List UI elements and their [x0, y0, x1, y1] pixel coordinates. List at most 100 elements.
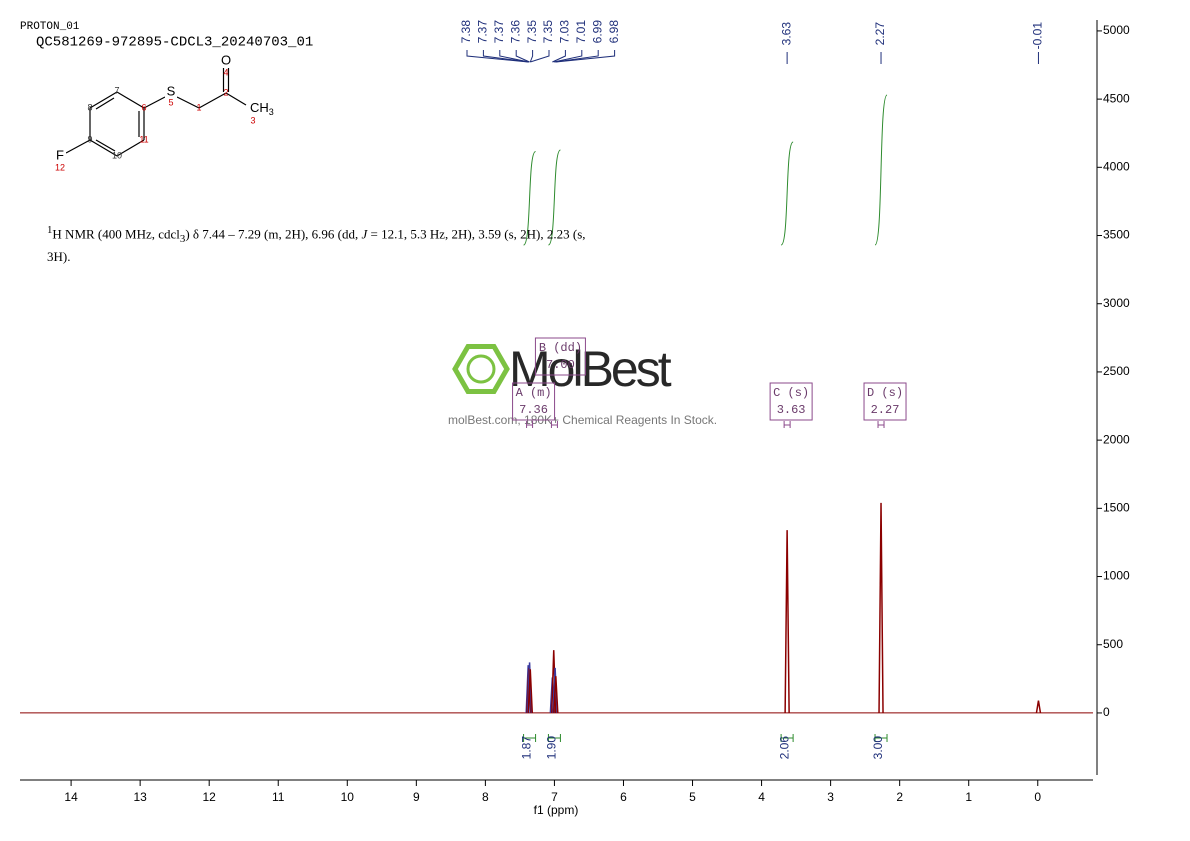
peak-label: 7.37 [492, 20, 506, 44]
integral-label: 1.87 [520, 736, 534, 760]
integral-bracket [874, 734, 888, 742]
multiplet-shift: 7.36 [519, 403, 548, 417]
integral-bracket [547, 734, 561, 742]
atom-label: S [167, 83, 176, 98]
y-tick-label: 0 [1103, 705, 1110, 719]
x-axis-label: f1 (ppm) [534, 803, 579, 817]
peak-label: 7.38 [459, 20, 473, 44]
y-tick-label: 2500 [1103, 364, 1130, 378]
x-tick-label: 14 [64, 790, 78, 804]
y-tick-label: 4000 [1103, 159, 1130, 173]
atom-label: F [56, 147, 64, 162]
y-tick-label: 4500 [1103, 91, 1130, 105]
text: H NMR (400 MHz, cdcl [52, 226, 180, 242]
peak-label: 2.27 [873, 22, 887, 46]
superscript: 1 [47, 224, 53, 236]
multiplet-box [534, 337, 586, 376]
x-tick-label: 5 [689, 790, 696, 804]
y-tick-label: 2000 [1103, 432, 1130, 446]
atom-number: 12 [55, 162, 65, 172]
multiplet-name: C (s) [773, 386, 809, 400]
integral-curve [547, 149, 561, 246]
x-tick-label: 13 [133, 790, 147, 804]
integral-label: 1.90 [545, 736, 559, 760]
atom-number: 6 [141, 102, 146, 112]
x-tick-label: 6 [620, 790, 627, 804]
atom-label: O [221, 52, 231, 67]
peak [878, 502, 884, 713]
multiplet-name: A (m) [516, 386, 552, 400]
peak-label: 7.03 [558, 20, 572, 44]
peak-leader [466, 50, 529, 63]
peak-leader [555, 50, 616, 63]
multiplet-box [512, 382, 556, 421]
atom-mask [165, 85, 177, 99]
atom-symbol: CH [250, 100, 269, 115]
peak-label: 7.01 [574, 20, 588, 44]
atom-mask [220, 54, 232, 68]
multiplet-name: D (s) [867, 386, 903, 400]
peak-label: 7.37 [476, 20, 490, 44]
multiplet-shift: 3.63 [777, 403, 806, 417]
atom-mask [54, 149, 66, 163]
peak-leader [552, 50, 566, 63]
y-tick-label: 1000 [1103, 569, 1130, 583]
integral-curve [523, 151, 537, 246]
peak-label: 6.99 [590, 20, 604, 44]
atom-subscript: 3 [269, 107, 274, 117]
subscript: 3 [179, 232, 186, 245]
y-tick-label: 5000 [1103, 23, 1130, 37]
text: = 12.1, 5.3 Hz, 2H), 3.59 (s, 2H), 2.23 … [47, 226, 586, 264]
y-tick-label: 500 [1103, 637, 1123, 651]
y-tick-label: 3000 [1103, 296, 1130, 310]
experiment-name: PROTON_01 [20, 21, 80, 33]
atom-number: 9 [87, 134, 92, 144]
structure-bonds [65, 68, 247, 157]
peak [527, 669, 534, 713]
multiplet-range [783, 421, 791, 428]
atom-number: 1 [196, 102, 201, 112]
atom-number: 4 [223, 67, 228, 77]
nmr-description: 1H NMR (400 MHz, cdcl3) δ 7.44 – 7.29 (m… [47, 222, 592, 265]
x-tick-label: 10 [341, 790, 355, 804]
peak-label: 7.36 [508, 20, 522, 44]
integral-curve [874, 94, 888, 246]
peak-label: 6.98 [607, 20, 621, 44]
logo-ring [466, 354, 496, 384]
multiplet-range [526, 421, 534, 428]
x-tick-label: 7 [551, 790, 558, 804]
watermark-tagline: molBest.com, 180K+ Chemical Reagents In … [448, 413, 717, 427]
peak-label: 7.35 [541, 20, 555, 44]
atom-number: 7 [114, 85, 119, 95]
atom-number: 11 [139, 134, 148, 144]
x-tick-label: 1 [965, 790, 972, 804]
peak [784, 530, 790, 713]
integral-bracket [780, 734, 794, 742]
x-tick-label: 8 [482, 790, 489, 804]
text: ) δ 7.44 – 7.29 (m, 2H), 6.96 (dd, [185, 226, 362, 242]
peak-label: -0.01 [1031, 22, 1045, 50]
multiplet-shift: 7.00 [546, 358, 575, 372]
atom-number: 10 [112, 150, 122, 160]
integral-curve [780, 141, 794, 246]
atom-number: 5 [168, 97, 173, 107]
peak-leader [529, 50, 534, 63]
sample-name: QC581269-972895-CDCL3_20240703_01 [36, 35, 313, 51]
multiplet-box [769, 382, 813, 421]
atom-number: 3 [250, 115, 255, 125]
x-tick-label: 12 [203, 790, 217, 804]
peak-label: 3.63 [779, 22, 793, 46]
peak-leader [530, 50, 550, 63]
peak-leader [553, 50, 583, 63]
atom-number: 2 [223, 87, 228, 97]
atom-number: 8 [87, 102, 92, 112]
integral-label: 3.00 [871, 736, 885, 760]
peak [553, 676, 559, 713]
watermark-brand: MolBest [509, 341, 672, 397]
x-tick-label: 11 [272, 790, 285, 804]
atom-label: CH3 [250, 100, 274, 117]
peak-leader [482, 50, 529, 63]
x-tick-label: 2 [896, 790, 903, 804]
peak-label: 7.35 [525, 20, 539, 44]
